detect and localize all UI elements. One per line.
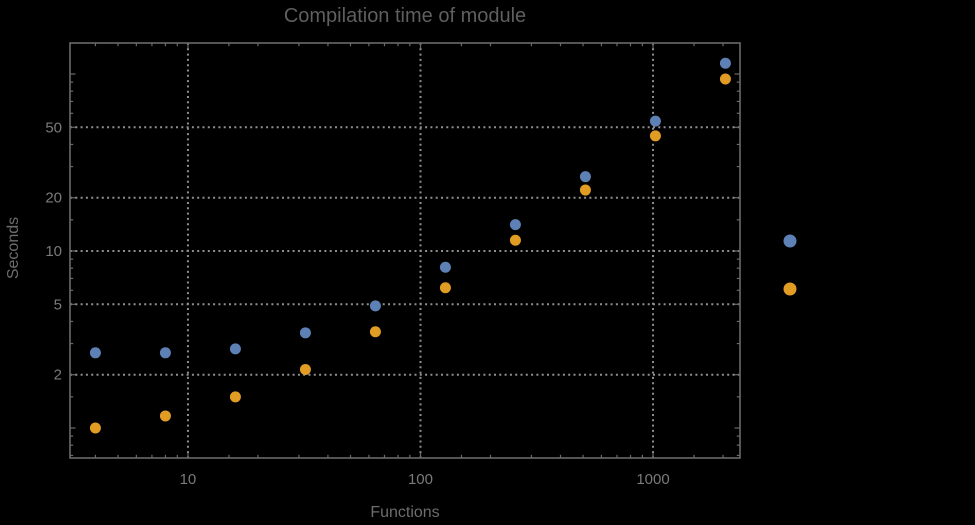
legend-marker-blue [783, 234, 797, 248]
x-axis-label: Functions [370, 504, 440, 521]
scatter-point-blue-series-x64 [369, 300, 381, 312]
scatter-point-blue-series-x2048 [719, 57, 731, 69]
scatter-point-orange-series-x2048 [719, 73, 731, 85]
scatter-point-orange-series-x16 [229, 391, 241, 403]
y-tick-label-20: 20 [45, 190, 62, 207]
scatter-point-blue-series-x8 [159, 347, 171, 359]
scatter-point-blue-series-x4 [89, 347, 101, 359]
scatter-point-blue-series-x1024 [649, 115, 661, 127]
scatter-point-blue-series-x256 [509, 219, 521, 231]
scatter-point-blue-series-x512 [579, 171, 591, 183]
x-tick-label-1000: 1000 [636, 471, 669, 488]
scatter-point-orange-series-x32 [299, 364, 311, 376]
legend-marker-orange [783, 282, 797, 296]
scatter-point-orange-series-x256 [509, 234, 521, 246]
scatter-point-orange-series-x8 [159, 410, 171, 422]
x-tick-label-100: 100 [408, 471, 433, 488]
x-tick-label-10: 10 [180, 471, 197, 488]
scatter-point-orange-series-x128 [439, 282, 451, 294]
y-tick-label-2: 2 [54, 367, 62, 384]
scatter-point-blue-series-x16 [229, 343, 241, 355]
y-axis-label: Seconds [5, 216, 22, 280]
y-tick-label-50: 50 [45, 119, 62, 136]
scatter-point-orange-series-x64 [369, 326, 381, 338]
scatter-point-blue-series-x32 [299, 327, 311, 339]
scatter-point-orange-series-x512 [579, 184, 591, 196]
scatter-point-orange-series-x4 [89, 422, 101, 434]
chart-title: Compilation time of module [283, 5, 527, 27]
y-tick-label-10: 10 [45, 243, 62, 260]
y-tick-label-5: 5 [54, 296, 62, 313]
scatter-point-orange-series-x1024 [649, 130, 661, 142]
scatter-point-blue-series-x128 [439, 261, 451, 273]
